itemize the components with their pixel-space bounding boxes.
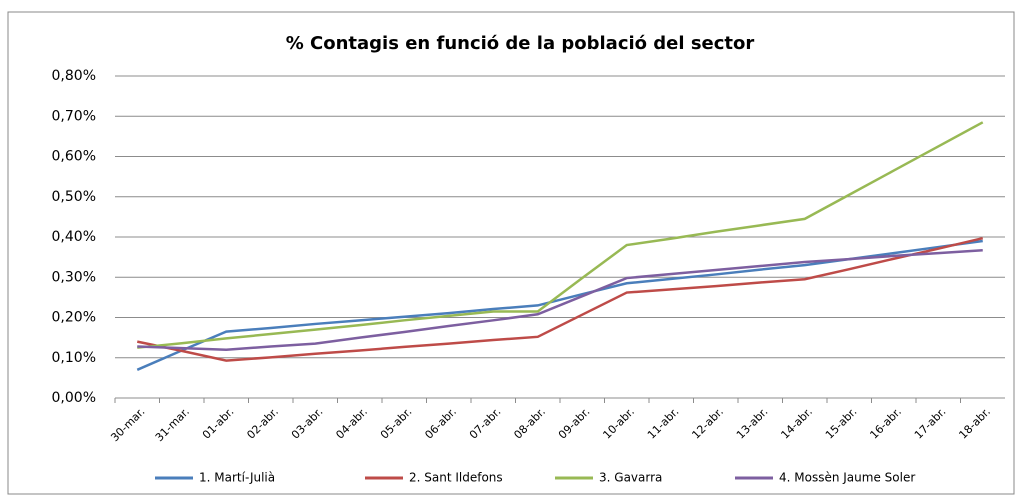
- y-tick-label: 0,80%: [52, 68, 96, 84]
- legend-label: 3. Gavarra: [599, 471, 662, 485]
- y-tick-label: 0,60%: [52, 149, 96, 165]
- series-line: [137, 249, 983, 351]
- y-tick-label: 0,70%: [52, 108, 96, 124]
- legend-label: 2. Sant Ildefons: [409, 471, 503, 485]
- legend-label: 1. Martí-Julià: [199, 471, 275, 485]
- y-tick-label: 0,50%: [52, 189, 96, 205]
- series-line: [137, 121, 984, 349]
- legend-label: 4. Mossèn Jaume Soler: [779, 471, 915, 485]
- series-line: [136, 236, 984, 362]
- y-tick-label: 0,10%: [52, 350, 96, 366]
- y-tick-label: 0,20%: [52, 310, 96, 326]
- y-tick-label: 0,40%: [52, 229, 96, 245]
- chart-title: % Contagis en funció de la població del …: [286, 33, 755, 54]
- chart-frame: [7, 11, 1015, 495]
- y-tick-label: 0,00%: [52, 390, 96, 406]
- y-tick-label: 0,30%: [52, 269, 96, 285]
